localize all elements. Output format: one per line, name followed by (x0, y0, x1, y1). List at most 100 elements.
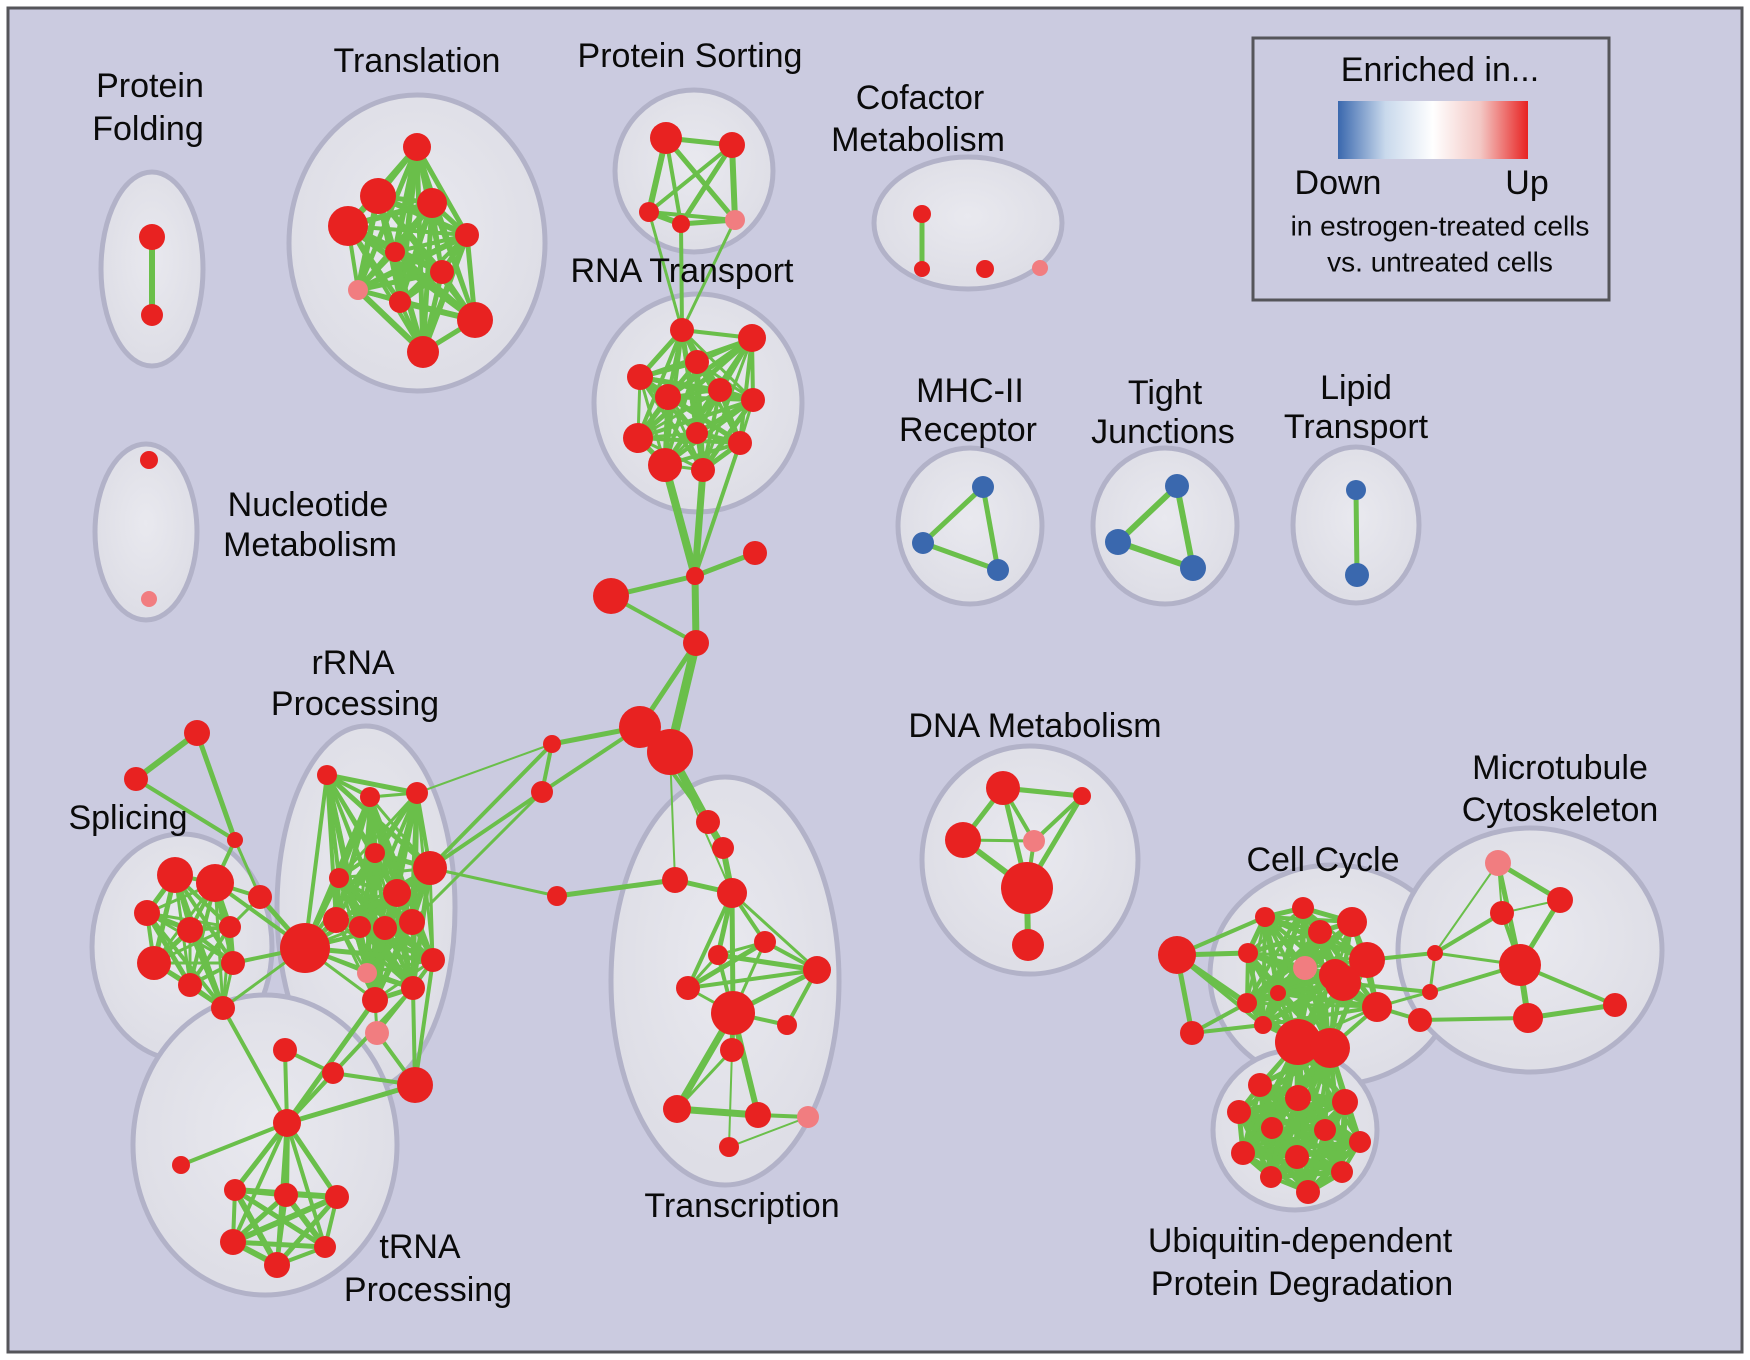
node-tn2 (224, 1179, 246, 1201)
node-tr9 (457, 302, 493, 338)
node-tb (322, 1062, 344, 1084)
node-rt2 (627, 364, 653, 390)
legend-title: Enriched in... (1341, 51, 1539, 89)
node-nm0 (140, 451, 158, 469)
edge-tn0-tn2 (232, 1120, 290, 1193)
cluster-ellipse-nucleotide-metabolism (92, 441, 200, 623)
edge-rr0-rr2 (324, 772, 420, 796)
node-tr1 (360, 178, 396, 214)
node-ps2 (639, 202, 659, 222)
node-tx11 (663, 1095, 691, 1123)
node-tn6 (314, 1236, 336, 1258)
node-mh1 (912, 532, 934, 554)
node-rr10 (280, 923, 330, 973)
node-ub1 (1285, 1085, 1311, 1111)
edge-tbig-rr13 (413, 958, 435, 1087)
node-cy6 (1308, 920, 1332, 944)
edge-rt9-j0 (693, 441, 742, 578)
node-ps0 (650, 122, 682, 154)
node-cf0 (913, 205, 931, 223)
edge-ub6-ub10 (1268, 1139, 1363, 1180)
node-rt1 (738, 324, 766, 352)
node-pf1 (141, 304, 163, 326)
node-rt5 (708, 378, 732, 402)
node-mc3 (1499, 944, 1541, 986)
edge-ps0-ps4 (663, 135, 738, 223)
node-cy15 (1325, 965, 1361, 1001)
edge-ub11-cy12 (1295, 1039, 1311, 1195)
edge-ps2-rt0 (647, 210, 684, 332)
cluster-label-ubiquitin-degradation-line0: Ubiquitin-dependent (1148, 1222, 1453, 1260)
cluster-label-lipid-transport-line1: Transport (1284, 408, 1429, 446)
edge-sp8-tn0 (221, 1006, 289, 1125)
cluster-label-splicing-line0: Splicing (68, 799, 187, 837)
node-rt8 (686, 422, 708, 444)
node-rr13 (421, 948, 445, 972)
cluster-label-microtubule-cytoskeleton-line0: Microtubule (1472, 749, 1648, 787)
node-sp3 (177, 917, 203, 943)
node-tx0 (696, 810, 720, 834)
edge-mh1-mh2 (920, 540, 1001, 573)
node-ub6 (1349, 1131, 1371, 1153)
node-dm1 (1073, 787, 1091, 805)
node-ft1 (124, 767, 148, 791)
edge-tx5-tx6 (715, 952, 820, 973)
cluster-label-protein-folding-line1: Folding (92, 110, 204, 148)
node-rr0 (317, 765, 337, 785)
edge-tr2-tr10 (346, 224, 425, 354)
edge-rt10-j0 (661, 461, 699, 580)
node-tn5 (220, 1229, 246, 1255)
node-ub2 (1332, 1089, 1358, 1115)
node-lt1 (1345, 563, 1369, 587)
node-sp6 (178, 973, 202, 997)
node-cy3 (1237, 993, 1257, 1013)
node-rt0 (670, 318, 694, 342)
edge-b2-rr5 (428, 790, 544, 870)
edge-tj2-tj0 (1174, 483, 1196, 571)
node-rr4 (329, 868, 349, 888)
node-rt10 (648, 448, 682, 482)
node-ub10 (1260, 1166, 1282, 1188)
cluster-label-mhc-ii-receptor-line0: MHC-II (916, 372, 1024, 410)
cluster-ellipse-mhc-ii-receptor (895, 445, 1045, 607)
edge-cy3-cy4 (1245, 915, 1267, 1005)
cluster-label-cofactor-metabolism-line0: Cofactor (856, 79, 985, 117)
edge-tx13-tx14 (728, 1116, 809, 1148)
node-rr14 (362, 987, 388, 1013)
edge-tx2-txl (554, 877, 678, 899)
cluster-label-translation-line0: Translation (334, 42, 501, 80)
edge-rr14-tn0 (284, 997, 378, 1126)
node-cy10 (1254, 1016, 1272, 1034)
node-dm2 (945, 822, 981, 858)
node-tr5 (385, 242, 405, 262)
node-rr8 (349, 916, 371, 938)
node-tr4 (455, 223, 479, 247)
node-nm1 (141, 591, 157, 607)
node-ub11 (1296, 1180, 1320, 1204)
edge-tx4-tx7 (685, 939, 768, 991)
edge-tbig-tn0 (284, 1082, 418, 1126)
edge-rt0-rt7 (636, 328, 684, 440)
node-rt9 (728, 431, 752, 455)
cluster-label-rrna-processing-line0: rRNA (311, 644, 394, 682)
node-tp (365, 1021, 389, 1045)
edge-rt11-j0 (691, 466, 707, 580)
edge-tx3-tx6 (730, 891, 819, 972)
node-dm3 (1023, 830, 1045, 852)
node-j2 (593, 578, 629, 614)
edge-cb0-mc2 (1433, 911, 1504, 955)
node-rr2 (406, 782, 428, 804)
node-ft0 (184, 720, 210, 746)
node-cy11 (1270, 985, 1286, 1001)
edge-tn1-tn0 (179, 1121, 289, 1167)
node-rr5 (413, 851, 447, 885)
node-cf2 (976, 260, 994, 278)
node-cy14 (1349, 942, 1385, 978)
node-b1 (543, 735, 561, 753)
edge-tj0-tj1 (1115, 483, 1180, 545)
node-dm0 (986, 771, 1020, 805)
node-tx8 (711, 991, 755, 1035)
cluster-label-lipid-transport-line0: Lipid (1320, 369, 1392, 407)
node-cf3 (1032, 260, 1048, 276)
legend-gradient-bar (1338, 101, 1528, 159)
